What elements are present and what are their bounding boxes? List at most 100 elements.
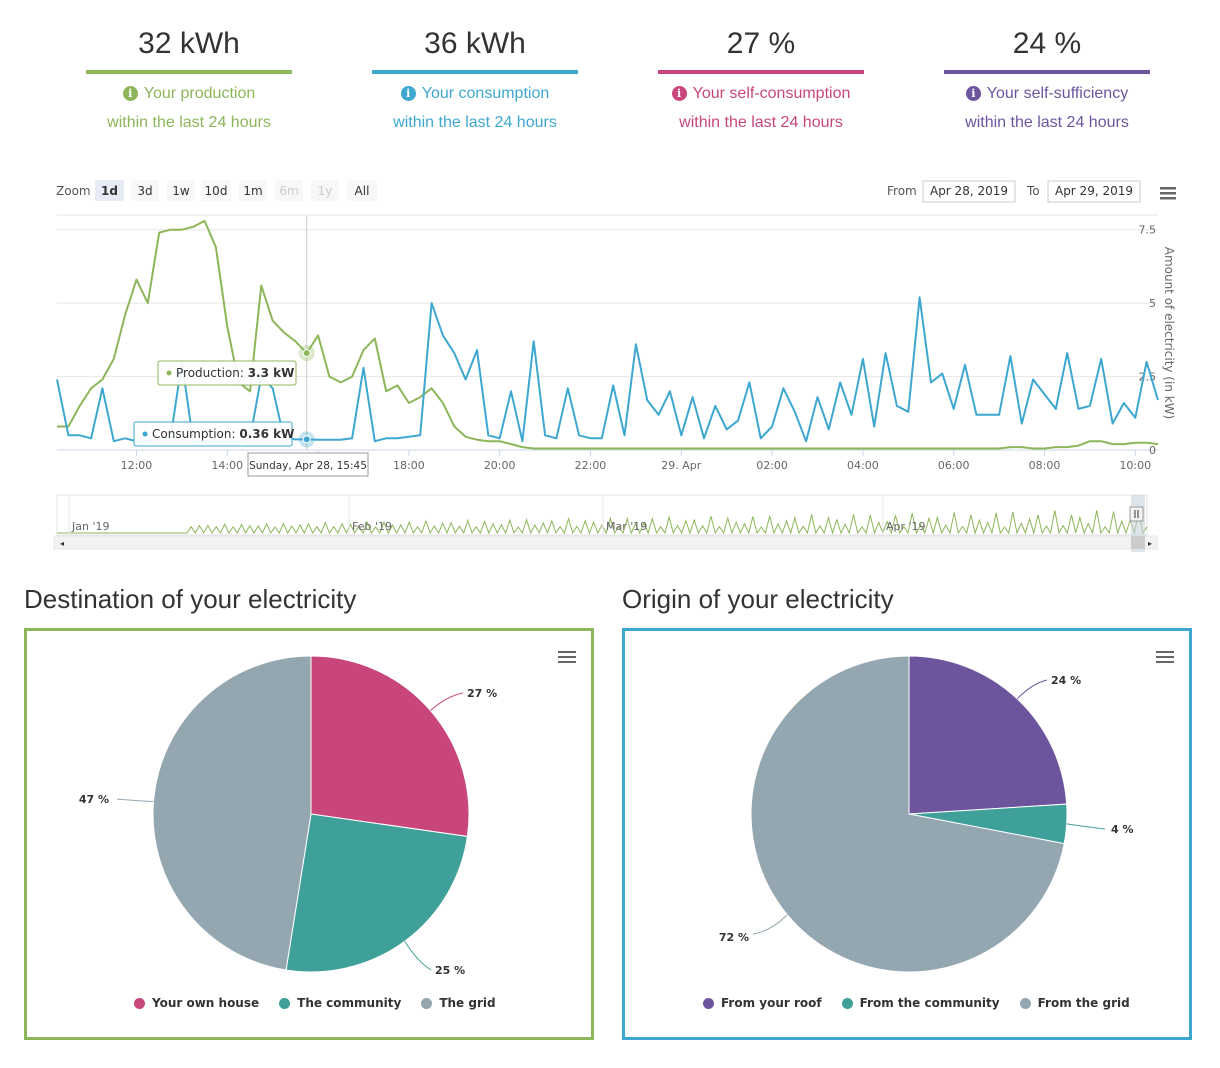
range-selector: From Apr 28, 2019 To Apr 29, 2019 [887,180,1141,203]
origin-menu-icon[interactable] [1156,651,1174,665]
zoom-label: Zoom [56,184,91,198]
legend-label: From the community [859,996,1000,1010]
pie-slice-0[interactable] [310,655,470,838]
zoom-button-3d[interactable]: 3d [131,180,159,201]
kpi-sublabel: within the last 24 hours [107,114,271,131]
pie-chart[interactable]: 27 % 25 % 47 % [27,631,591,1037]
pie-connector [1016,679,1048,700]
svg-text:Consumption: 0.36 kW: Consumption: 0.36 kW [152,427,294,441]
pie-slice-0[interactable] [908,655,1068,815]
info-icon[interactable]: i [400,86,416,101]
kpi-sublabel: within the last 24 hours [393,114,557,131]
zoom-button-1d[interactable]: 1d [95,180,124,201]
legend-item-1[interactable]: The community [279,996,401,1010]
kpi-label-text: Your self-consumption [692,85,851,102]
kpi-label[interactable]: i Your consumption [372,84,578,104]
zoom-button-All[interactable]: All [347,180,377,201]
destination-title: Destination of your electricity [24,584,357,614]
legend-dot [134,997,145,1009]
origin-title: Origin of your electricity [622,584,894,614]
legend-item-2[interactable]: From the grid [1019,996,1130,1010]
svg-text:▸: ▸ [1148,539,1152,548]
pie-slice-2[interactable] [750,655,1065,973]
zoom-button-1m[interactable]: 1m [239,180,267,201]
kpi-label[interactable]: i Your self-consumption [658,84,864,104]
grid [57,214,1158,451]
x-tick-label: 08:00 [1029,459,1061,472]
navigator-scrollbar[interactable]: ◂ ▸ [53,535,1158,550]
x-tick-label: 12:00 [121,459,153,472]
kpi-label[interactable]: i Your self-sufficiency [944,84,1150,104]
pie-slice-1[interactable] [285,813,468,973]
legend-item-2[interactable]: The grid [421,996,496,1010]
kpi-value: 32 kWh [138,27,240,60]
to-date-input[interactable]: Apr 29, 2019 [1047,180,1141,203]
kpi-label-text: Your consumption [421,85,550,102]
legend-dot [421,997,433,1009]
pie-chart[interactable]: 24 % 4 % 72 % [625,631,1189,1037]
legend-item-0[interactable]: From your roof [703,996,822,1010]
main-line-chart[interactable]: Zoom 1d 3d 1w 10d 1m 6m 1y All From Apr 28, 2019 To… [0,170,1220,560]
destination-chart-box: 27 % 25 % 47 % [24,628,594,1040]
svg-text:3d: 3d [137,184,152,198]
legend-item-1[interactable]: From the community [841,996,1000,1010]
pie-data-label: 27 % [467,687,497,700]
kpi-0: 32 kWh i Your production within the last 24… [86,26,292,133]
kpi-value: 27 % [726,27,796,60]
from-label: From [887,184,917,198]
legend-label: From your roof [721,996,822,1010]
pie-data-label: 47 % [79,793,109,806]
x-tick-label: 14:00 [211,459,243,472]
y-tick-label: 5 [1149,297,1156,310]
pie-data-label: 24 % [1051,674,1081,687]
destination-menu-icon[interactable] [558,651,576,665]
pie-data-label: 25 % [435,964,465,977]
legend-item-0[interactable]: Your own house [134,996,259,1010]
info-icon[interactable]: i [965,86,981,101]
svg-text:1y: 1y [318,184,333,198]
x-tick-label: 29. Apr [661,459,701,472]
svg-text:6m: 6m [279,184,298,198]
kpi-underline [658,70,864,74]
svg-text:Apr 28, 2019: Apr 28, 2019 [930,184,1008,198]
kpi-label-text: Your self-sufficiency [986,85,1129,102]
svg-text:Production: 3.3 kW: Production: 3.3 kW [176,366,294,380]
x-tick-label: 02:00 [756,459,788,472]
info-icon[interactable]: i [122,86,138,101]
legend-dot [703,997,714,1009]
zoom-button-10d[interactable]: 10d [201,180,231,201]
svg-text:1w: 1w [172,184,190,198]
zoom-button-1w[interactable]: 1w [167,180,195,201]
zoom-button-6m: 6m [275,180,303,201]
kpi-2: 27 % i Your self-consumption within the las… [658,26,864,133]
svg-text:Sunday, Apr 28, 15:45: Sunday, Apr 28, 15:45 [249,460,367,472]
pie-slice-2[interactable] [152,655,312,971]
pie-connector [430,692,464,711]
kpi-1: 36 kWh i Your consumption within the last 2… [372,26,578,133]
chart-menu-icon[interactable] [1160,187,1176,200]
y-tick-label: 7.5 [1139,224,1157,237]
info-icon[interactable]: i [671,86,687,101]
pie-connector [116,798,154,802]
svg-text:Apr 29, 2019: Apr 29, 2019 [1055,184,1133,198]
from-date-input[interactable]: Apr 28, 2019 [922,180,1016,203]
legend-label: The grid [439,996,496,1010]
svg-text:1d: 1d [101,184,118,198]
pie-connector [1066,823,1106,830]
kpi-label[interactable]: i Your production [86,84,292,104]
kpi-3: 24 % i Your self-sufficiency within the las… [944,26,1150,133]
x-tick-label: 18:00 [393,459,425,472]
to-label: To [1026,184,1040,198]
pie-data-label: 4 % [1111,823,1134,836]
navigator-label: Feb '19 [352,520,392,533]
pie-data-label: 72 % [719,931,749,944]
x-tick-label: 06:00 [938,459,970,472]
svg-text:All: All [355,184,370,198]
navigator-handle[interactable] [1129,506,1144,522]
svg-text:1m: 1m [243,184,262,198]
navigator[interactable]: Jan '19 Feb '19 Mar '19 Apr '19 [56,494,1148,552]
x-tick-label: 10:00 [1119,459,1151,472]
legend-label: Your own house [152,996,260,1010]
svg-text:◂: ◂ [60,539,64,548]
y-axis-title: Amount of electricity (in kW) [1162,247,1176,420]
